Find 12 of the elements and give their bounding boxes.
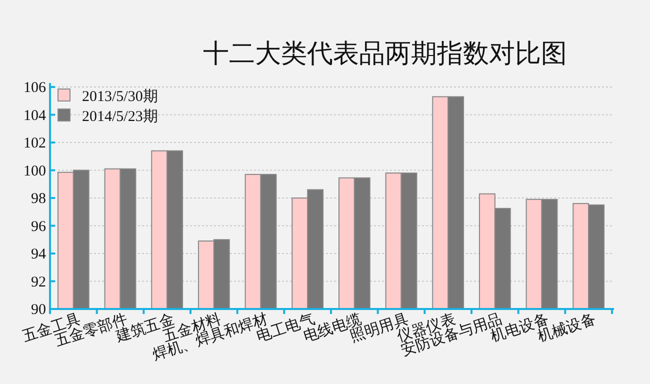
- y-tick-label: 100: [24, 163, 46, 180]
- y-tick-label: 92: [31, 274, 46, 290]
- legend-label: 2013/5/30期: [82, 88, 158, 105]
- y-tick-label: 94: [31, 246, 46, 262]
- chart-title: 十二大类代表品两期指数对比图: [203, 39, 567, 68]
- y-tick-label: 102: [24, 136, 46, 152]
- y-tick-label: 96: [31, 218, 46, 235]
- y-tick-label: 104: [24, 108, 46, 124]
- legend-label: 2014/5/23期: [82, 108, 158, 125]
- y-tick-label: 90: [31, 302, 46, 318]
- y-tick-label: 98: [31, 191, 46, 207]
- y-tick-label: 106: [24, 80, 46, 96]
